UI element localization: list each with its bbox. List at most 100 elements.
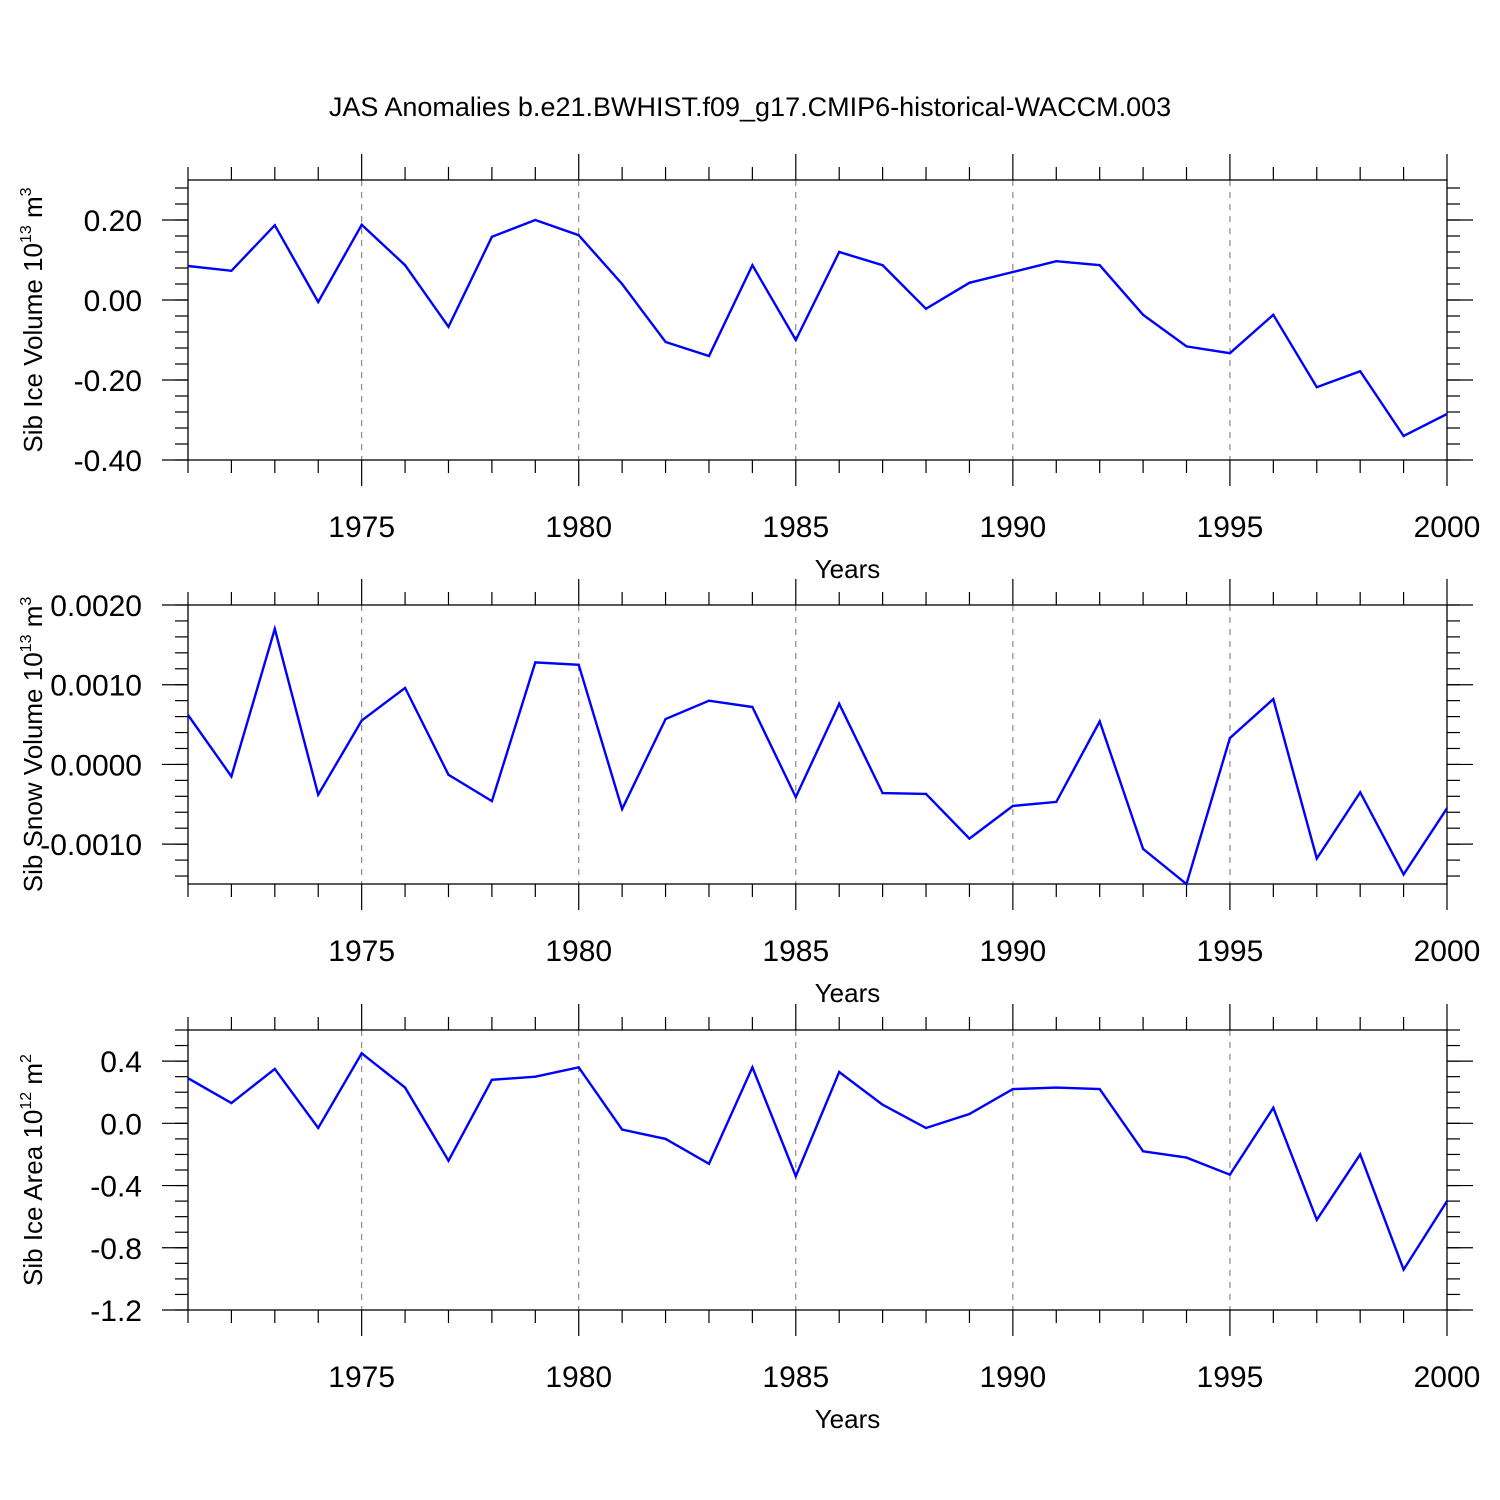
- data-point: [924, 307, 928, 310]
- x-tick-label: 1980: [545, 935, 612, 968]
- data-point: [1141, 847, 1145, 851]
- y-tick-label: -1.2: [90, 1295, 142, 1328]
- data-point: [273, 627, 277, 631]
- data-point: [1272, 313, 1275, 316]
- data-point: [968, 281, 971, 284]
- y-axis-title-superscript: 2: [18, 1054, 35, 1063]
- y-tick-label: 0.0000: [50, 749, 142, 782]
- data-point: [707, 699, 711, 702]
- data-point: [273, 224, 277, 227]
- data-point: [1141, 313, 1145, 316]
- data-point: [1228, 736, 1232, 740]
- x-axis-title: Years: [815, 554, 881, 584]
- data-point: [1402, 1268, 1405, 1271]
- data-point: [751, 1066, 754, 1069]
- data-point: [1098, 720, 1101, 723]
- data-point: [751, 705, 754, 709]
- data-point: [1141, 1150, 1145, 1153]
- x-tick-label: 1975: [328, 1361, 395, 1394]
- y-axis-title: Sib Ice Area 1012 m2: [18, 1054, 48, 1286]
- data-point: [1011, 270, 1015, 274]
- data-point: [534, 218, 537, 222]
- data-point: [1228, 1173, 1232, 1176]
- data-point: [534, 661, 537, 664]
- x-tick-label: 1995: [1197, 511, 1264, 544]
- data-point: [707, 354, 711, 358]
- y-tick-label: 0.0020: [50, 590, 142, 623]
- x-tick-label: 1980: [545, 1361, 612, 1394]
- data-point: [968, 1112, 971, 1116]
- data-point: [447, 325, 450, 328]
- x-tick-label: 2000: [1414, 935, 1481, 968]
- y-tick-label: -0.0010: [40, 829, 142, 862]
- data-point: [1055, 800, 1058, 804]
- data-point: [620, 1128, 624, 1131]
- data-point: [881, 264, 884, 267]
- x-tick-label: 2000: [1414, 1361, 1481, 1394]
- x-axis-title: Years: [815, 978, 881, 1008]
- data-point: [664, 717, 667, 721]
- figure-title: JAS Anomalies b.e21.BWHIST.f09_g17.CMIP6…: [329, 92, 1171, 122]
- data-point: [1228, 352, 1232, 355]
- panel-top: 1975 1980 1985 1990 1995 2000 Years 0.20 0.00 -0.…: [18, 154, 1480, 584]
- data-point: [317, 1126, 320, 1130]
- y-tick-label: 0.00: [84, 285, 142, 318]
- data-point: [230, 269, 233, 272]
- data-point: [188, 264, 190, 268]
- data-point: [751, 264, 754, 267]
- data-point: [188, 1077, 190, 1080]
- y-tick-label: 0.0: [100, 1108, 142, 1141]
- data-point: [1055, 1086, 1058, 1089]
- data-point: [577, 1066, 580, 1069]
- data-point: [1445, 412, 1447, 416]
- data-point: [838, 1070, 841, 1074]
- y-axis-title-superscript: 12: [18, 1092, 35, 1110]
- y-axis-title-text: m: [18, 1063, 48, 1092]
- x-tick-label: 1975: [328, 935, 395, 968]
- data-point: [838, 702, 841, 706]
- data-point: [1315, 386, 1318, 389]
- data-point: [360, 223, 363, 226]
- data-point: [1185, 345, 1188, 348]
- x-tick-label: 1980: [545, 511, 612, 544]
- data-point: [664, 340, 667, 344]
- y-tick-label: 0.0010: [50, 670, 142, 703]
- data-point: [490, 235, 494, 238]
- plot-frame: [187, 1029, 1448, 1311]
- y-axis-title-superscript: 3: [18, 187, 35, 196]
- data-point: [1185, 882, 1188, 886]
- series-line-bottom: [188, 1051, 1447, 1273]
- data-point: [403, 1086, 407, 1089]
- series-line-top: [188, 218, 1447, 438]
- data-point: [534, 1075, 537, 1078]
- y-axis-title-superscript: 13: [18, 225, 35, 243]
- y-axis-title-text: Sib Snow Volume 10: [18, 652, 48, 892]
- data-point: [1272, 697, 1275, 701]
- x-tick-label: 1985: [762, 511, 829, 544]
- panel-middle: 1975 1980 1985 1990 1995 2000 Years 0.0020 0.001…: [18, 579, 1480, 1008]
- plot-frame: [187, 604, 1448, 885]
- data-point: [968, 837, 971, 840]
- y-tick-label: -0.20: [74, 365, 142, 398]
- data-point: [1011, 804, 1015, 808]
- x-tick-label: 1995: [1197, 935, 1264, 968]
- x-tick-label: 1990: [979, 935, 1046, 968]
- data-point: [317, 300, 320, 304]
- data-point: [1055, 260, 1058, 263]
- data-point: [1185, 1156, 1188, 1159]
- y-axis-title-text: m: [18, 196, 48, 225]
- data-point: [1402, 434, 1405, 438]
- y-tick-label: -0.4: [90, 1171, 142, 1204]
- data-point: [881, 1103, 884, 1106]
- data-point: [664, 1137, 667, 1141]
- data-point: [577, 234, 580, 237]
- x-tick-label: 1985: [762, 935, 829, 968]
- panel-bottom: 1975 1980 1985 1990 1995 2000 Years 0.4 0.0 -0.4 -…: [18, 1004, 1480, 1434]
- y-axis-title-text: Sib Ice Volume 10: [18, 243, 48, 453]
- plot-frame: [187, 179, 1448, 461]
- data-point: [188, 713, 190, 717]
- x-axis-title: Years: [815, 1404, 881, 1434]
- data-point: [881, 791, 884, 795]
- x-tick-label: 1990: [979, 1361, 1046, 1394]
